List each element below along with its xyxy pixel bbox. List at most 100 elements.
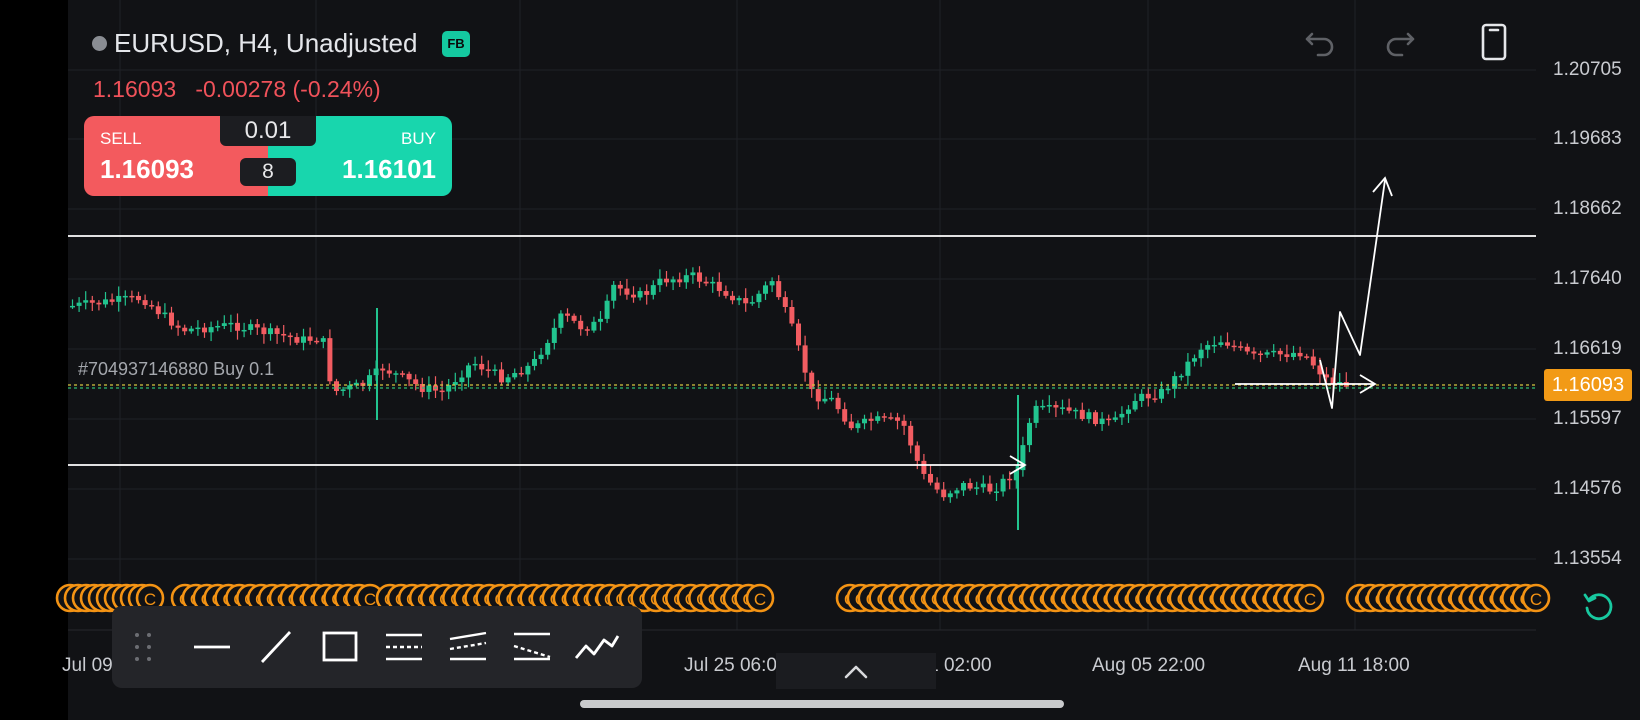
- candle-body: [1324, 374, 1329, 378]
- candle-body: [1040, 405, 1046, 408]
- candle-body: [136, 295, 141, 301]
- candle-body: [835, 397, 841, 410]
- candle-body: [1027, 422, 1032, 446]
- candle-body: [545, 342, 551, 355]
- price-change: -0.00278 (-0.24%): [195, 76, 381, 102]
- candle-body: [400, 373, 405, 375]
- reset-chart-icon[interactable]: [1580, 588, 1616, 624]
- event-marker: C: [745, 583, 775, 613]
- candle-body: [70, 305, 75, 308]
- system-home-indicator: [580, 700, 1064, 708]
- lot-size-input[interactable]: 0.01: [220, 116, 316, 146]
- candle-body: [499, 369, 504, 383]
- pitchfork-tool[interactable]: [508, 624, 556, 670]
- drag-handle-icon[interactable]: [128, 624, 158, 670]
- candle-body: [1106, 418, 1112, 421]
- candle-body: [380, 368, 386, 371]
- candle-body: [954, 490, 960, 494]
- candle-body: [565, 313, 570, 316]
- candle-body: [334, 381, 339, 392]
- candle-body: [611, 284, 617, 301]
- candle-body: [301, 336, 306, 343]
- candle-body: [512, 372, 518, 378]
- candle-body: [1060, 407, 1065, 409]
- regression-channel-tool[interactable]: [444, 624, 492, 670]
- candle-body: [1238, 346, 1244, 348]
- candle-body: [241, 329, 247, 332]
- undo-icon[interactable]: [1300, 22, 1340, 62]
- candle-body: [215, 325, 221, 328]
- rectangle-tool[interactable]: [316, 624, 364, 670]
- one-click-trade-panel: SELL 1.16093 BUY 1.16101 0.01 8: [84, 116, 452, 196]
- candle-body: [360, 382, 366, 386]
- event-marker-glyph: C: [144, 590, 156, 609]
- candle-body: [142, 300, 148, 306]
- candle-body: [1172, 376, 1178, 389]
- candle-body: [1073, 409, 1079, 412]
- candle-body: [980, 483, 986, 488]
- candle-body: [723, 291, 729, 296]
- candle-body: [756, 293, 762, 303]
- event-marker-ring: [1295, 583, 1325, 613]
- trend-line-tool[interactable]: [252, 624, 300, 670]
- candle-body: [1330, 377, 1336, 384]
- candle-body: [367, 375, 372, 386]
- chevron-up-icon: [844, 665, 868, 679]
- candle-body: [162, 312, 168, 315]
- path-tool[interactable]: [572, 624, 620, 670]
- candle-body: [426, 385, 432, 392]
- candle-body: [855, 423, 861, 429]
- candle-body: [202, 327, 207, 333]
- candle-body: [1046, 405, 1052, 407]
- candle-body: [690, 272, 696, 276]
- buy-price: 1.16101: [342, 154, 436, 184]
- redo-icon[interactable]: [1380, 22, 1420, 62]
- candle-body: [235, 322, 240, 331]
- candle-body: [1198, 349, 1204, 359]
- candle-body: [1000, 478, 1006, 492]
- phone-rotate-icon[interactable]: [1474, 22, 1514, 62]
- event-marker: C: [355, 583, 385, 613]
- candle-body: [789, 307, 795, 324]
- candle-body: [901, 420, 907, 426]
- buy-label: BUY: [401, 129, 436, 148]
- candle-body: [776, 281, 782, 298]
- fb-badge: FB: [442, 31, 470, 57]
- candle-body: [518, 372, 524, 375]
- parallel-channel-tool[interactable]: [380, 624, 428, 670]
- candle-body: [631, 294, 636, 298]
- candle-body: [188, 328, 194, 332]
- candle-body: [274, 328, 280, 334]
- candle-body: [347, 385, 353, 390]
- candle-body: [1231, 345, 1237, 348]
- candle-body: [908, 425, 914, 446]
- candle-body: [386, 370, 392, 374]
- candle-body: [736, 298, 742, 301]
- candle-body: [974, 487, 980, 489]
- market-status-dot: [92, 36, 107, 51]
- expand-panel-button[interactable]: [776, 653, 936, 689]
- chart-grid: [68, 0, 1536, 631]
- candle-body: [591, 321, 597, 331]
- candle-body: [109, 299, 115, 302]
- candle-body: [281, 333, 287, 336]
- candle-body: [1192, 358, 1197, 362]
- symbol-title[interactable]: EURUSD, H4, Unadjusted: [114, 28, 418, 58]
- candle-body: [743, 298, 749, 304]
- candle-body: [479, 363, 485, 370]
- open-order-label[interactable]: #704937146880 Buy 0.1: [78, 359, 275, 379]
- forecast-arrowhead: [1372, 176, 1393, 197]
- candle-body: [670, 279, 676, 283]
- candle-body: [862, 418, 867, 424]
- candle-body: [1126, 409, 1131, 414]
- candle-body: [1086, 412, 1092, 419]
- candle-body: [208, 327, 214, 333]
- horizontal-line-tool[interactable]: [188, 624, 236, 670]
- candle-body: [822, 398, 828, 402]
- candle-body: [122, 295, 128, 298]
- candle-body: [169, 312, 174, 326]
- candle-body: [888, 417, 894, 419]
- candle-body: [1139, 393, 1145, 401]
- candle-body: [928, 473, 933, 483]
